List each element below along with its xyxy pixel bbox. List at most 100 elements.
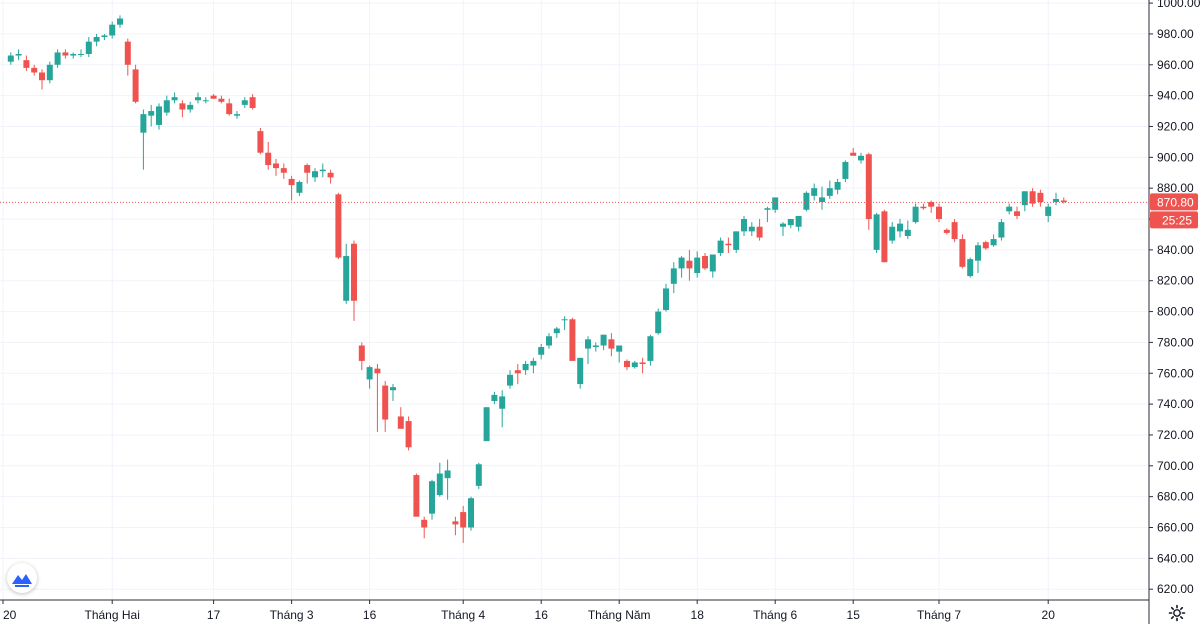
candle[interactable] <box>62 49 69 59</box>
candle[interactable] <box>865 152 872 230</box>
candle[interactable] <box>530 357 537 374</box>
candle[interactable] <box>624 359 630 371</box>
candle[interactable] <box>826 180 833 199</box>
candle[interactable] <box>795 215 802 232</box>
candle[interactable] <box>39 69 45 90</box>
candle[interactable] <box>873 212 880 253</box>
candle[interactable] <box>858 152 864 164</box>
candle[interactable] <box>592 342 599 352</box>
candle[interactable] <box>951 219 958 243</box>
candle[interactable] <box>210 94 217 99</box>
candle[interactable] <box>507 370 513 389</box>
candle[interactable] <box>109 21 116 39</box>
candle[interactable] <box>499 390 506 428</box>
candle[interactable] <box>998 219 1005 241</box>
candle[interactable] <box>553 326 560 338</box>
candle[interactable] <box>163 95 170 116</box>
candle[interactable] <box>101 33 108 41</box>
candle[interactable] <box>959 234 966 269</box>
candle[interactable] <box>1045 203 1052 223</box>
candle[interactable] <box>343 243 350 304</box>
candle[interactable] <box>772 197 779 213</box>
candle[interactable] <box>382 380 389 432</box>
candle[interactable] <box>663 283 669 312</box>
candle[interactable] <box>912 203 919 224</box>
candle[interactable] <box>787 219 794 229</box>
candle[interactable] <box>702 252 708 270</box>
candle[interactable] <box>85 37 92 58</box>
candle[interactable] <box>413 473 420 517</box>
candle[interactable] <box>569 317 576 361</box>
candle[interactable] <box>390 384 396 402</box>
candle[interactable] <box>351 240 357 321</box>
candle[interactable] <box>374 364 381 432</box>
candle[interactable] <box>514 364 521 385</box>
candle[interactable] <box>405 416 412 451</box>
candle[interactable] <box>811 183 818 201</box>
candle[interactable] <box>296 180 303 196</box>
candle[interactable] <box>982 240 989 250</box>
candle[interactable] <box>1014 206 1020 220</box>
candle[interactable] <box>585 336 591 365</box>
candle[interactable] <box>631 360 638 369</box>
candle[interactable] <box>694 251 701 278</box>
price-axis[interactable]: 1000.00 980.00 960.00 940.00 920.00 900.00 880… <box>1148 0 1200 624</box>
candle[interactable] <box>538 343 545 360</box>
candle[interactable] <box>967 257 974 278</box>
candle[interactable] <box>273 158 279 176</box>
candle[interactable] <box>741 215 747 236</box>
candle[interactable] <box>483 407 490 442</box>
candle[interactable] <box>452 516 459 536</box>
candle[interactable] <box>117 15 123 28</box>
candle[interactable] <box>218 95 225 104</box>
candle[interactable] <box>335 192 342 260</box>
candle[interactable] <box>234 111 240 119</box>
candle[interactable] <box>249 94 256 110</box>
candle[interactable] <box>647 334 654 366</box>
candle[interactable] <box>600 334 607 351</box>
candle[interactable] <box>421 516 428 539</box>
candle[interactable] <box>54 49 61 68</box>
candle[interactable] <box>7 52 14 65</box>
time-axis[interactable]: 20 Tháng Hai 17 Tháng 3 16 Tháng 4 16 Tháng Năm… <box>0 599 1149 622</box>
candle[interactable] <box>187 101 194 113</box>
candle[interactable] <box>639 357 646 374</box>
candle[interactable] <box>1053 192 1059 206</box>
candle[interactable] <box>670 262 677 294</box>
candle[interactable] <box>889 222 896 244</box>
candle[interactable] <box>655 308 662 335</box>
candle[interactable] <box>686 249 693 281</box>
candle[interactable] <box>975 242 981 274</box>
candle[interactable] <box>475 462 482 489</box>
candle[interactable] <box>23 55 30 71</box>
candle[interactable] <box>928 200 935 213</box>
candle[interactable] <box>31 64 38 76</box>
candle[interactable] <box>1037 189 1044 207</box>
candle[interactable] <box>577 357 584 389</box>
candle[interactable] <box>366 365 373 389</box>
candle[interactable] <box>561 316 568 331</box>
candle[interactable] <box>819 186 825 210</box>
candle[interactable] <box>312 168 318 183</box>
candle[interactable] <box>265 141 272 170</box>
candle[interactable] <box>46 61 53 84</box>
candle[interactable] <box>319 163 326 178</box>
candle[interactable] <box>78 49 84 58</box>
candle[interactable] <box>616 345 623 363</box>
candle[interactable] <box>171 92 178 104</box>
candle[interactable] <box>780 222 786 236</box>
candle[interactable] <box>1029 188 1036 207</box>
candle[interactable] <box>15 49 22 61</box>
candle[interactable] <box>397 407 404 429</box>
candle[interactable] <box>897 219 903 238</box>
candle[interactable] <box>834 178 841 195</box>
candle[interactable] <box>1060 197 1067 204</box>
candle[interactable] <box>756 219 763 241</box>
candle[interactable] <box>803 191 810 212</box>
candle[interactable] <box>288 175 295 201</box>
tradingview-logo[interactable] <box>7 563 37 593</box>
settings-gear-icon[interactable] <box>1168 604 1186 622</box>
candle[interactable] <box>764 206 771 223</box>
candle[interactable] <box>842 160 849 183</box>
candle[interactable] <box>156 103 162 130</box>
